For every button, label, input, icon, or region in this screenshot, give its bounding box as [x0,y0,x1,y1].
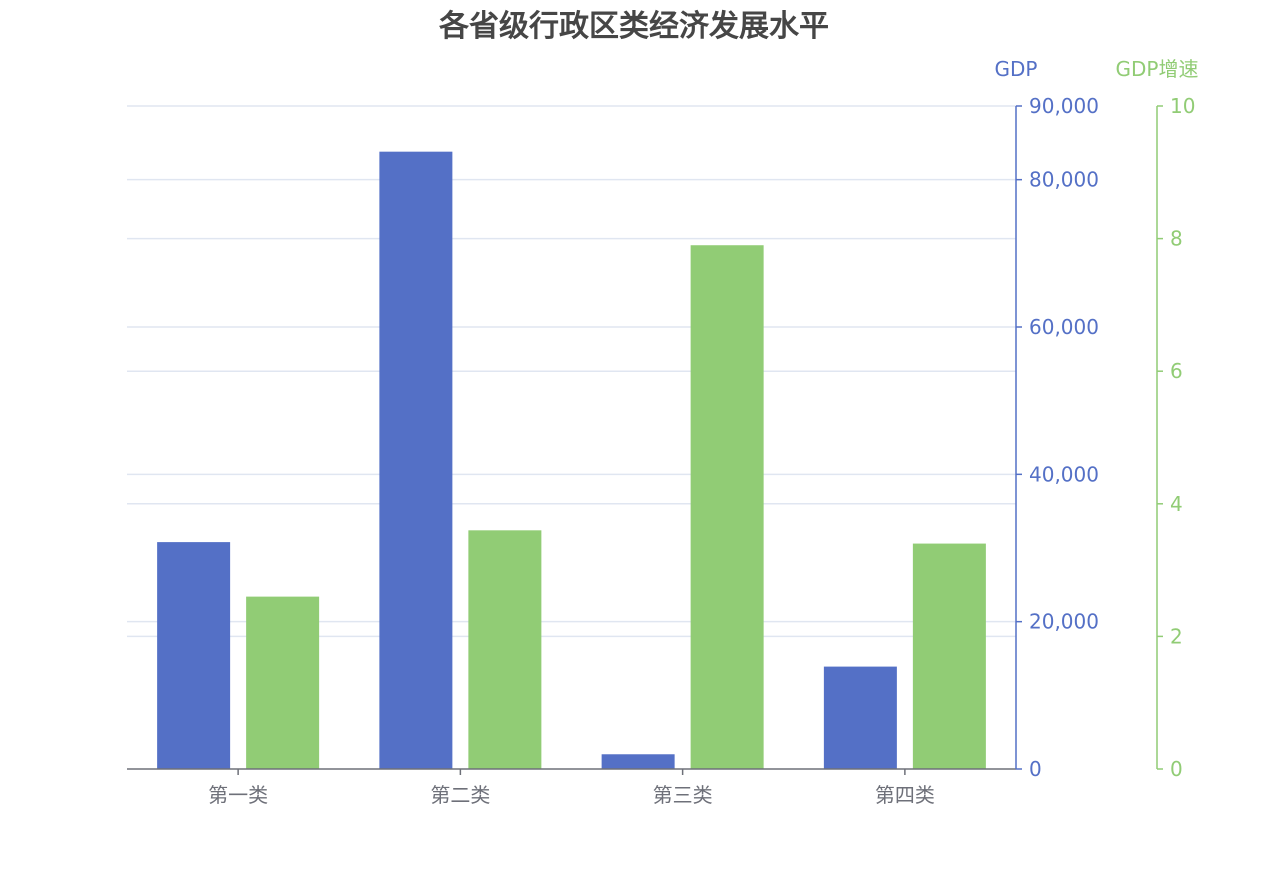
category-label: 第一类 [208,783,268,807]
gdp-axis-name: GDP [995,57,1038,81]
growth-axis-name: GDP增速 [1116,57,1199,81]
tick-labels: 0 20,000 40,000 60,000 80,000 90,000 0 2 4 6 8 10 第一… [208,94,1195,807]
growth-bar-2[interactable] [468,530,542,769]
growth-tick-label: 2 [1170,624,1183,648]
growth-tick-label: 6 [1170,359,1183,383]
chart-title: 各省级行政区类经济发展水平 [438,9,829,44]
gdp-tick-label: 40,000 [1029,462,1099,486]
growth-tick-label: 10 [1170,94,1195,118]
bars [157,151,986,770]
gdp-bar-2[interactable] [379,151,453,769]
gdp-tick-label: 90,000 [1029,94,1099,118]
gdp-tick-label: 0 [1029,757,1042,781]
category-label: 第二类 [430,783,490,807]
growth-bar-3[interactable] [690,245,764,770]
category-label: 第四类 [875,783,935,807]
gdp-bar-4[interactable] [823,666,897,769]
gridlines [127,105,1016,638]
gdp-tick-label: 20,000 [1029,610,1099,634]
axes [127,105,1163,775]
gdp-bar-3[interactable] [601,754,675,769]
growth-tick-label: 0 [1170,757,1183,781]
growth-tick-label: 4 [1170,492,1183,516]
gdp-tick-label: 60,000 [1029,315,1099,339]
category-label: 第三类 [653,783,713,807]
gdp-tick-label: 80,000 [1029,168,1099,192]
growth-bar-4[interactable] [912,543,986,769]
growth-bar-1[interactable] [246,596,320,769]
gdp-bar-1[interactable] [157,542,231,769]
growth-tick-label: 8 [1170,227,1183,251]
